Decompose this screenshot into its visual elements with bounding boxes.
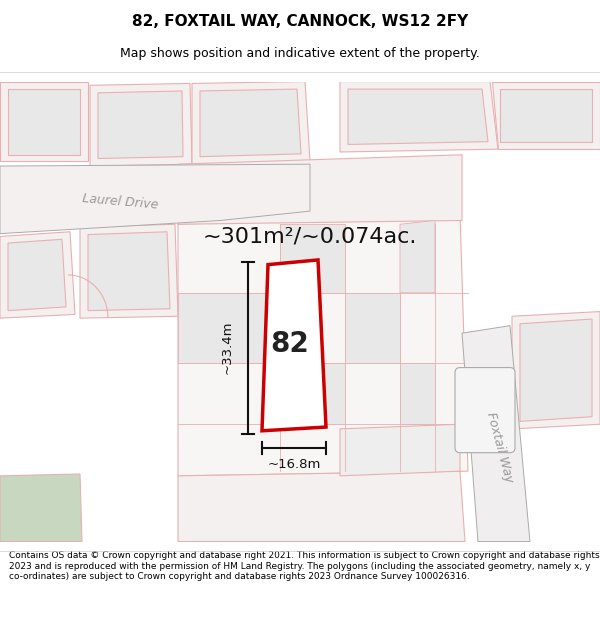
Polygon shape [0,474,82,541]
Polygon shape [348,89,488,144]
Polygon shape [0,81,88,161]
Polygon shape [98,91,183,159]
Text: Map shows position and indicative extent of the property.: Map shows position and indicative extent… [120,47,480,60]
Polygon shape [262,260,326,431]
Text: ~16.8m: ~16.8m [268,458,320,471]
Polygon shape [0,232,75,318]
Polygon shape [200,89,301,157]
Polygon shape [400,221,435,292]
Polygon shape [340,424,460,476]
Polygon shape [280,363,345,424]
Polygon shape [88,232,170,311]
Polygon shape [178,471,465,541]
Polygon shape [8,239,66,311]
FancyBboxPatch shape [455,368,515,452]
Text: 82: 82 [271,331,310,358]
Polygon shape [520,319,592,421]
Polygon shape [80,224,178,318]
Text: Laurel Drive: Laurel Drive [82,192,158,211]
Text: 82, FOXTAIL WAY, CANNOCK, WS12 2FY: 82, FOXTAIL WAY, CANNOCK, WS12 2FY [132,14,468,29]
Polygon shape [500,89,592,142]
Polygon shape [340,81,498,152]
Polygon shape [345,292,400,363]
Polygon shape [280,224,345,292]
Polygon shape [178,213,468,476]
Polygon shape [400,363,435,424]
Text: ~301m²/~0.074ac.: ~301m²/~0.074ac. [203,226,417,246]
Polygon shape [0,164,310,234]
Text: Foxtail Way: Foxtail Way [484,411,515,484]
Polygon shape [178,155,462,224]
Polygon shape [90,84,192,166]
Text: Contains OS data © Crown copyright and database right 2021. This information is : Contains OS data © Crown copyright and d… [9,551,599,581]
Polygon shape [462,326,530,541]
Polygon shape [8,89,80,155]
Polygon shape [192,81,310,164]
Text: ~33.4m: ~33.4m [221,321,234,374]
Polygon shape [178,292,280,363]
Polygon shape [512,311,600,429]
Polygon shape [492,81,600,149]
